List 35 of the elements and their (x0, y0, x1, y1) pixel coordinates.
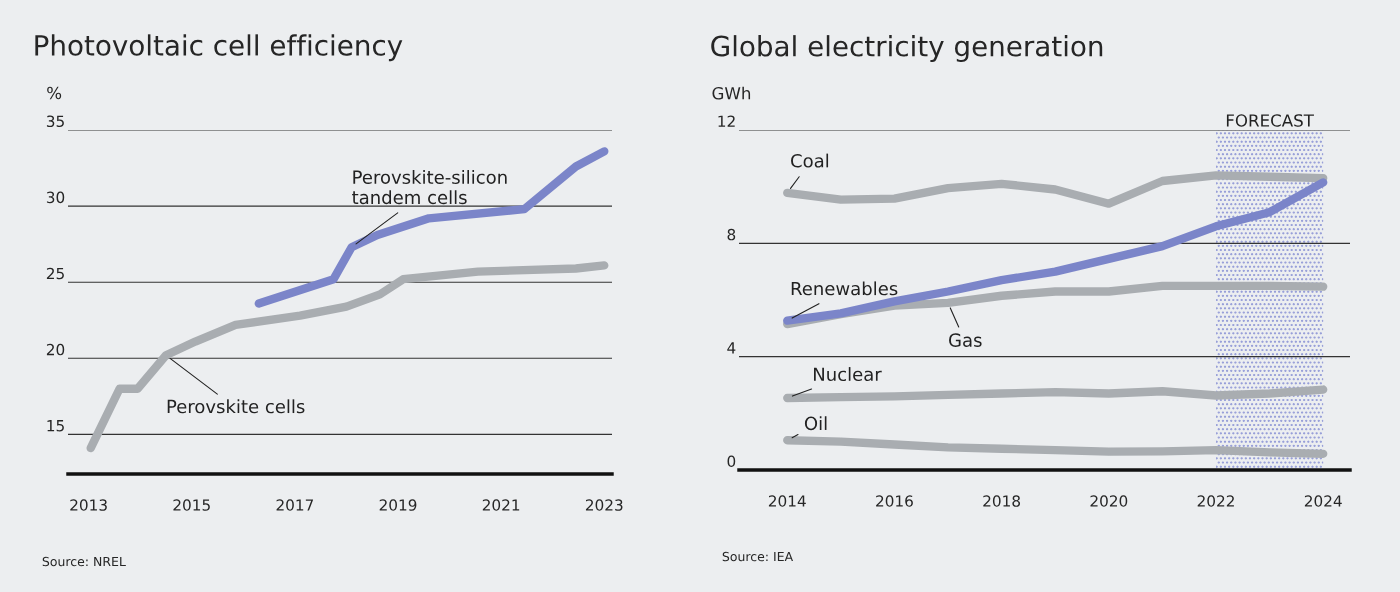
x-tick-label: 2019 (379, 499, 417, 511)
x-tick-label: 2024 (1304, 495, 1342, 507)
y-axis-title: GWh (712, 86, 751, 100)
source-note: Source: IEA (722, 551, 794, 562)
y-tick-label: 12 (718, 115, 735, 127)
series-label: Coal (791, 153, 829, 168)
series-label: Renewables (791, 281, 898, 296)
y-tick-label: 25 (46, 267, 64, 280)
series-label: Perovskite cells (167, 399, 305, 414)
series-label: Oil (804, 416, 827, 431)
y-axis-title: % (47, 86, 62, 100)
x-tick-label: 2014 (768, 495, 806, 507)
x-tick-label: 2017 (276, 499, 314, 511)
x-tick-label: 2018 (983, 495, 1021, 507)
series-label: Perovskite-silicon tandem cells (352, 170, 507, 205)
x-tick-label: 2013 (70, 499, 107, 511)
y-tick-label: 8 (727, 228, 736, 241)
y-tick-label: 30 (46, 191, 65, 204)
y-tick-label: 4 (727, 342, 736, 354)
x-tick-label: 2016 (876, 495, 913, 507)
x-tick-label: 2020 (1090, 495, 1128, 507)
series-label: Nuclear (814, 367, 882, 382)
y-tick-label: 35 (46, 115, 64, 128)
series-label: Gas (949, 333, 982, 347)
x-tick-label: 2021 (482, 499, 520, 511)
y-tick-label: 20 (46, 343, 65, 356)
x-tick-label: 2023 (585, 499, 623, 511)
chart-title: Global electricity generation (711, 35, 1103, 62)
y-tick-label: 15 (47, 420, 64, 432)
x-tick-label: 2015 (173, 499, 210, 511)
x-tick-label: 2022 (1197, 495, 1234, 507)
band-label: FORECAST (1226, 114, 1314, 127)
chart-title: Photovoltaic cell efficiency (35, 34, 403, 62)
y-tick-label: 0 (727, 455, 736, 468)
source-note: Source: NREL (42, 556, 126, 567)
